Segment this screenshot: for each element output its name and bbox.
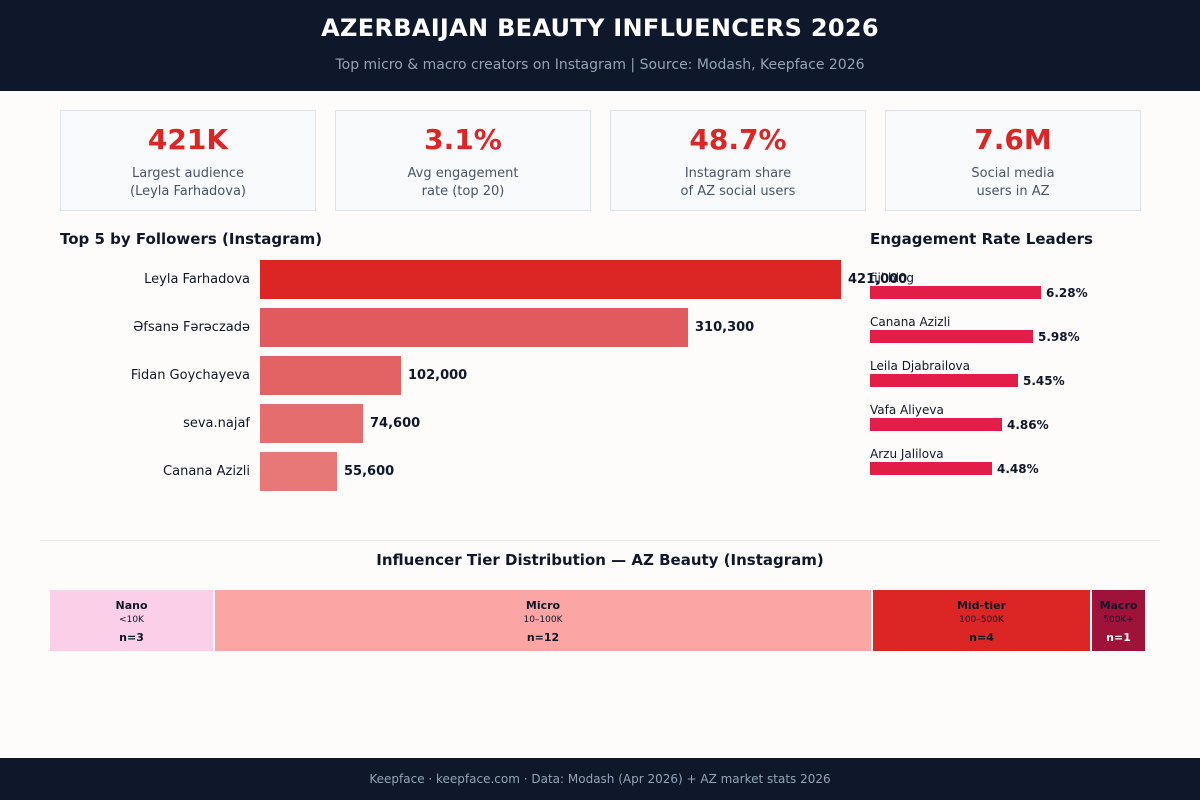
follower-name-label: Leyla Farhadova <box>144 272 250 287</box>
follower-bar <box>260 452 337 491</box>
tier-range-label: 500K+ <box>1103 615 1134 625</box>
follower-bar <box>260 308 688 347</box>
tier-count-label: n=1 <box>1106 631 1131 644</box>
kpi-value: 7.6M <box>974 123 1052 156</box>
footer-credits: Keepface · keepface.com · Data: Modash (… <box>369 772 831 786</box>
tier-range-label: 10–100K <box>523 615 563 625</box>
kpi-card-largest-audience: 421K Largest audience (Leyla Farhadova) <box>60 110 316 211</box>
engagement-bar <box>870 330 1033 343</box>
engagement-value-label: 4.86% <box>1007 418 1049 432</box>
tier-segment: Mid-tier 100–500K n=4 <box>873 590 1090 651</box>
kpi-value: 48.7% <box>689 123 787 156</box>
kpi-label: Largest audience (Leyla Farhadova) <box>130 166 246 199</box>
follower-name-label: Canana Azizli <box>163 464 250 479</box>
engagement-bar <box>870 374 1018 387</box>
page-subtitle: Top micro & macro creators on Instagram … <box>335 57 865 73</box>
engagement-name-label: fiji.blog <box>870 271 914 285</box>
kpi-value: 3.1% <box>424 123 502 156</box>
tier-range-label: <10K <box>119 615 144 625</box>
tier-name-label: Nano <box>115 599 148 612</box>
follower-value-label: 74,600 <box>370 416 421 431</box>
follower-name-label: Əfsanə Fərəczadə <box>133 320 250 335</box>
engagement-chart-title: Engagement Rate Leaders <box>870 230 1093 248</box>
follower-value-label: 310,300 <box>695 320 755 335</box>
engagement-value-label: 6.28% <box>1046 286 1088 300</box>
follower-bar <box>260 356 401 395</box>
engagement-bar <box>870 418 1002 431</box>
kpi-label: Social media users in AZ <box>971 166 1055 199</box>
kpi-card-social-media-users: 7.6M Social media users in AZ <box>885 110 1141 211</box>
tier-name-label: Micro <box>525 599 561 612</box>
follower-bar <box>260 404 363 443</box>
follower-value-label: 102,000 <box>408 368 468 383</box>
engagement-bar <box>870 462 992 475</box>
kpi-label: Instagram share of AZ social users <box>680 166 796 199</box>
tier-count-label: n=12 <box>526 631 560 644</box>
engagement-name-label: Arzu Jalilova <box>870 447 944 461</box>
engagement-name-label: Canana Azizli <box>870 315 951 329</box>
follower-value-label: 421,000 <box>848 272 908 287</box>
tier-name-label: Macro <box>1099 599 1138 612</box>
follower-value-label: 55,600 <box>344 464 395 479</box>
engagement-value-label: 4.48% <box>997 462 1039 476</box>
engagement-value-label: 5.45% <box>1023 374 1065 388</box>
engagement-bar <box>870 286 1041 299</box>
follower-name-label: seva.najaf <box>183 416 250 431</box>
tier-segment: Nano <10K n=3 <box>50 590 213 651</box>
kpi-value: 421K <box>147 123 229 156</box>
header: AZERBAIJAN BEAUTY INFLUENCERS 2026 Top m… <box>0 0 1200 91</box>
tier-chart-title: Influencer Tier Distribution — AZ Beauty… <box>376 551 824 569</box>
tier-name-label: Mid-tier <box>956 599 1007 612</box>
followers-chart-title: Top 5 by Followers (Instagram) <box>60 230 323 248</box>
footer: Keepface · keepface.com · Data: Modash (… <box>0 758 1200 800</box>
tier-count-label: n=4 <box>969 631 994 644</box>
follower-bar <box>260 260 841 299</box>
engagement-name-label: Leila Djabrailova <box>870 359 970 373</box>
section-divider <box>40 540 1160 541</box>
kpi-card-avg-engagement: 3.1% Avg engagement rate (top 20) <box>335 110 591 211</box>
kpi-card-instagram-share: 48.7% Instagram share of AZ social users <box>610 110 866 211</box>
tier-range-label: 100–500K <box>959 615 1004 625</box>
engagement-value-label: 5.98% <box>1038 330 1080 344</box>
page-title: AZERBAIJAN BEAUTY INFLUENCERS 2026 <box>321 14 879 42</box>
tier-count-label: n=3 <box>119 631 144 644</box>
follower-name-label: Fidan Goychayeva <box>130 368 250 383</box>
tier-segment: Micro 10–100K n=12 <box>215 590 871 651</box>
kpi-label: Avg engagement rate (top 20) <box>407 166 519 199</box>
tier-segment: Macro 500K+ n=1 <box>1092 590 1145 651</box>
engagement-name-label: Vafa Aliyeva <box>870 403 944 417</box>
